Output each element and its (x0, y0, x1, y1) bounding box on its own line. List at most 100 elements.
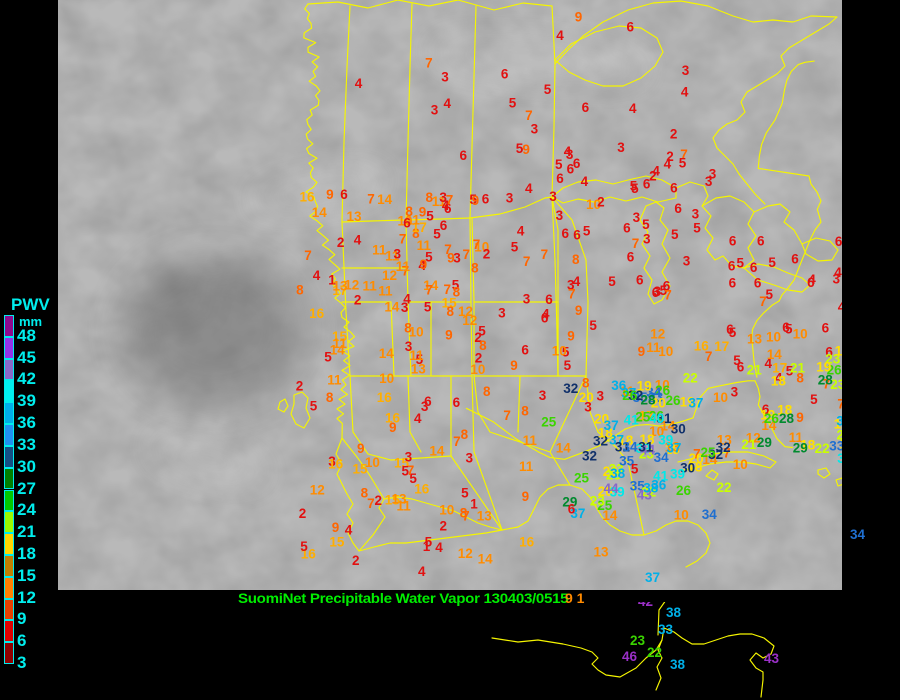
svg-text:5: 5 (671, 227, 679, 242)
svg-text:22: 22 (815, 441, 830, 456)
svg-text:39: 39 (837, 451, 842, 466)
svg-text:7: 7 (444, 242, 452, 257)
svg-text:26: 26 (764, 411, 780, 426)
svg-text:11: 11 (519, 459, 534, 474)
svg-text:8: 8 (453, 285, 461, 300)
svg-text:7: 7 (463, 247, 471, 262)
svg-text:5: 5 (642, 217, 650, 232)
svg-text:22: 22 (717, 480, 732, 495)
svg-text:3: 3 (401, 300, 409, 315)
svg-text:3: 3 (523, 292, 531, 307)
svg-text:6: 6 (340, 187, 348, 202)
svg-text:28: 28 (641, 392, 657, 407)
svg-text:12: 12 (344, 278, 359, 293)
svg-text:9: 9 (522, 142, 530, 157)
svg-text:5: 5 (608, 274, 616, 289)
svg-text:6: 6 (501, 67, 509, 82)
svg-text:5: 5 (511, 239, 519, 254)
svg-text:7: 7 (446, 192, 454, 207)
svg-text:7: 7 (425, 55, 433, 70)
svg-text:29: 29 (757, 435, 772, 450)
svg-text:14: 14 (379, 346, 395, 361)
svg-text:10: 10 (793, 326, 808, 341)
svg-text:11: 11 (417, 238, 432, 253)
svg-text:5: 5 (509, 96, 517, 111)
svg-text:6: 6 (822, 321, 830, 336)
svg-text:7: 7 (304, 248, 312, 263)
svg-text:6: 6 (782, 320, 790, 335)
svg-text:9: 9 (510, 358, 518, 373)
svg-text:5: 5 (425, 535, 433, 550)
svg-text:5: 5 (310, 399, 318, 414)
svg-text:5: 5 (679, 155, 687, 170)
svg-text:6: 6 (482, 191, 490, 206)
svg-text:10: 10 (379, 371, 394, 386)
svg-text:6: 6 (737, 360, 745, 375)
svg-text:4: 4 (629, 101, 637, 116)
svg-text:18: 18 (835, 344, 842, 359)
svg-text:6: 6 (791, 252, 799, 267)
svg-text:3: 3 (833, 272, 841, 287)
svg-text:6: 6 (623, 220, 631, 235)
svg-text:34: 34 (702, 507, 718, 522)
svg-text:8: 8 (361, 486, 369, 501)
svg-text:7: 7 (399, 232, 407, 247)
svg-text:6: 6 (556, 171, 564, 186)
svg-text:4: 4 (808, 272, 816, 287)
svg-text:5: 5 (631, 461, 639, 476)
svg-text:29: 29 (793, 441, 808, 456)
svg-text:2: 2 (483, 246, 491, 261)
svg-text:9: 9 (332, 520, 340, 535)
svg-text:3: 3 (531, 122, 539, 137)
svg-text:10: 10 (766, 330, 781, 345)
svg-text:6: 6 (627, 250, 635, 265)
svg-text:25: 25 (574, 470, 590, 485)
svg-text:7: 7 (503, 408, 511, 423)
svg-text:10: 10 (733, 457, 748, 472)
svg-text:14: 14 (478, 551, 494, 566)
svg-text:9: 9 (445, 327, 453, 342)
svg-text:20: 20 (579, 390, 594, 405)
svg-text:3: 3 (506, 191, 514, 206)
svg-text:6: 6 (728, 259, 736, 274)
svg-text:28: 28 (779, 411, 795, 426)
svg-text:41: 41 (624, 412, 640, 427)
svg-text:36: 36 (836, 414, 842, 429)
svg-text:2: 2 (354, 293, 362, 308)
svg-text:2: 2 (666, 149, 674, 164)
svg-text:3: 3 (682, 63, 690, 78)
svg-text:6: 6 (636, 273, 644, 288)
svg-text:11: 11 (327, 372, 342, 387)
svg-text:5: 5 (583, 223, 591, 238)
svg-text:3: 3 (549, 189, 557, 204)
svg-text:4: 4 (444, 96, 452, 111)
svg-text:5: 5 (630, 179, 638, 194)
svg-text:5: 5 (300, 539, 308, 554)
svg-text:6: 6 (754, 275, 762, 290)
svg-text:8: 8 (582, 376, 590, 391)
svg-text:4: 4 (517, 224, 525, 239)
svg-text:14: 14 (602, 508, 618, 523)
svg-text:8: 8 (572, 252, 580, 267)
svg-text:7: 7 (632, 236, 640, 251)
svg-text:9: 9 (419, 205, 427, 220)
svg-text:26: 26 (622, 388, 638, 403)
svg-text:10: 10 (552, 344, 567, 359)
svg-text:6: 6 (674, 201, 682, 216)
svg-text:32: 32 (582, 449, 597, 464)
svg-text:16: 16 (519, 535, 535, 550)
svg-text:2: 2 (352, 553, 360, 568)
svg-text:11: 11 (363, 279, 378, 294)
svg-text:7: 7 (664, 288, 672, 303)
svg-text:5: 5 (461, 486, 469, 501)
svg-text:4: 4 (581, 174, 589, 189)
svg-text:13: 13 (747, 332, 763, 347)
svg-text:4: 4 (435, 540, 443, 555)
svg-text:3: 3 (731, 384, 739, 399)
svg-text:18: 18 (771, 374, 787, 389)
svg-text:3: 3 (617, 140, 625, 155)
svg-text:32: 32 (716, 440, 731, 455)
svg-text:9: 9 (638, 344, 646, 359)
svg-text:10: 10 (713, 390, 728, 405)
svg-text:4: 4 (542, 307, 550, 322)
